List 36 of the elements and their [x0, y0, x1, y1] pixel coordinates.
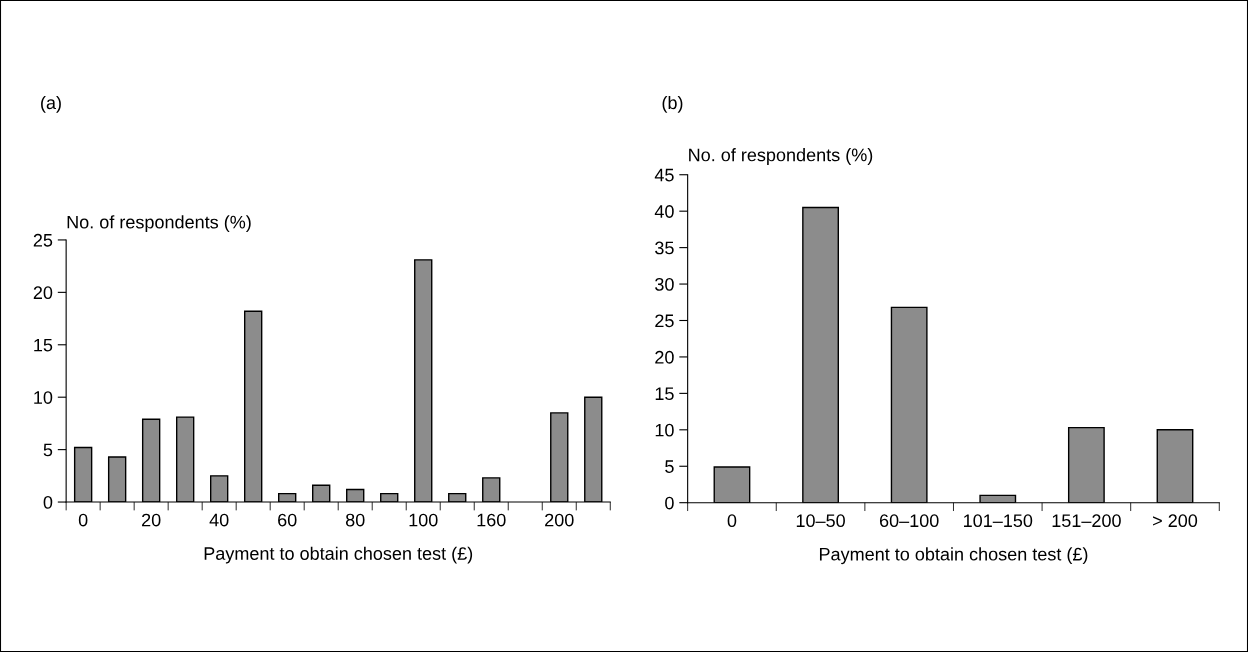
- x-tick-label: 0: [727, 514, 737, 528]
- x-axis-title: Payment to obtain chosen test (£): [204, 546, 473, 564]
- x-tick-label: 0: [78, 513, 88, 527]
- y-axis-title: No. of respondents (%): [67, 215, 251, 233]
- chart-title: (a): [41, 95, 61, 113]
- y-tick-label: 25: [655, 314, 674, 328]
- y-tick-label: 0: [665, 496, 674, 510]
- x-axis-title: Payment to obtain chosen test (£): [819, 547, 1088, 565]
- chart-title: (b): [662, 95, 683, 113]
- y-tick-label: 35: [655, 241, 674, 255]
- y-tick-label: 25: [33, 233, 53, 247]
- x-tick-label: 80: [345, 513, 365, 527]
- y-tick-label: 10: [34, 391, 53, 404]
- y-tick-label: 40: [654, 205, 674, 218]
- x-tick-label: 100: [409, 513, 438, 527]
- y-tick-label: 5: [665, 460, 674, 473]
- x-tick-label: > 200: [1153, 514, 1198, 528]
- x-tick-label: 160: [477, 513, 506, 527]
- y-tick-label: 20: [655, 350, 674, 364]
- y-tick-label: 15: [655, 387, 674, 401]
- x-tick-label: 10–50: [796, 514, 845, 528]
- x-tick-label: 200: [545, 513, 574, 527]
- y-tick-label: 10: [655, 423, 674, 437]
- x-tick-label: 101–150: [964, 514, 1033, 528]
- x-tick-label: 20: [142, 513, 161, 527]
- y-tick-label: 15: [34, 338, 53, 352]
- x-tick-label: 40: [209, 513, 229, 527]
- y-tick-label: 20: [33, 286, 53, 300]
- y-tick-label: 45: [654, 168, 674, 182]
- x-tick-label: 60–100: [879, 514, 939, 528]
- y-tick-label: 0: [43, 495, 53, 509]
- y-tick-label: 30: [655, 277, 674, 291]
- y-tick-label: 5: [43, 443, 53, 457]
- y-axis-title: No. of respondents (%): [689, 148, 873, 165]
- x-tick-label: 60: [278, 513, 297, 527]
- x-tick-label: 151–200: [1052, 514, 1121, 528]
